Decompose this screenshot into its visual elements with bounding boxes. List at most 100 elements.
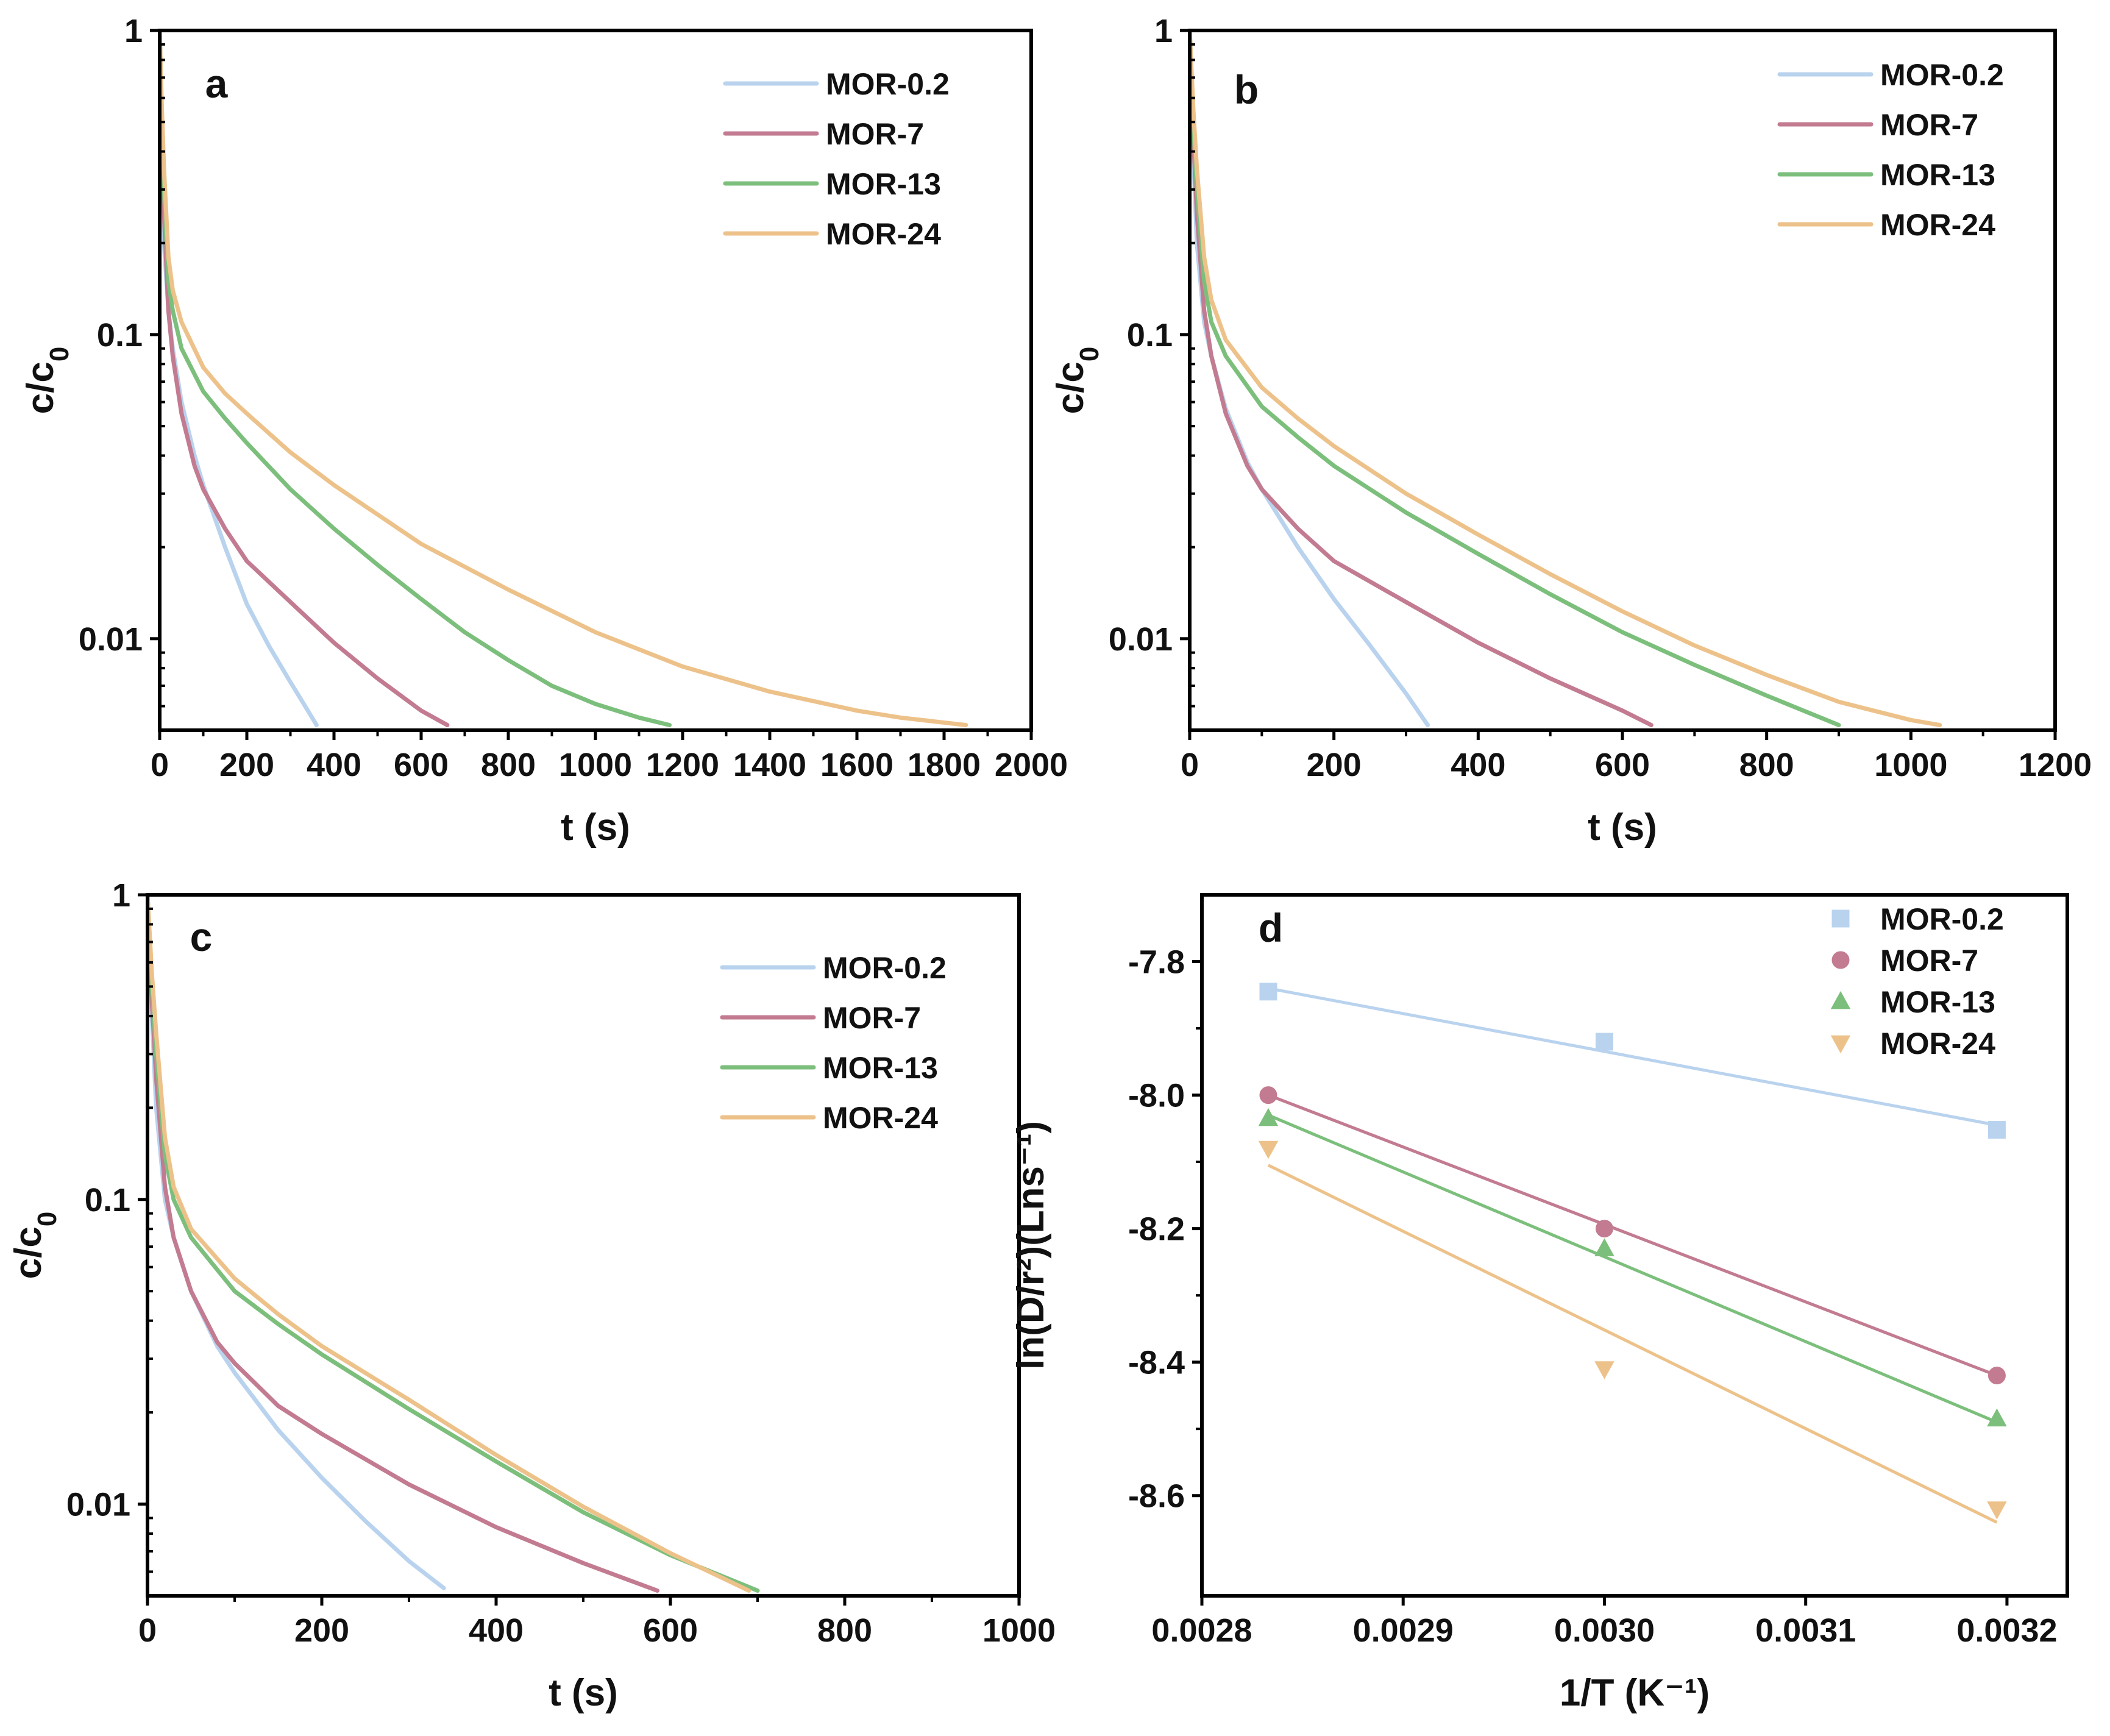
x-tick-label: 2000 <box>995 747 1068 783</box>
data-point-mor-0-2 <box>1259 983 1277 1001</box>
legend: MOR-0.2 MOR-7 MOR-13 MOR-24 <box>723 67 950 251</box>
series-line-mor-13 <box>160 30 672 727</box>
y-tick-label: -8.2 <box>1128 1211 1185 1248</box>
plot-area <box>1258 983 2007 1524</box>
legend-label: MOR-7 <box>823 1001 921 1035</box>
x-tick-label: 400 <box>307 747 361 783</box>
x-tick-label: 0 <box>138 1612 157 1649</box>
plot-area <box>1190 30 1942 727</box>
series-line-mor-0-2 <box>147 895 446 1590</box>
x-axis-title: t (s) <box>1588 806 1657 848</box>
x-axis-title: t (s) <box>549 1672 618 1714</box>
x-tick-label: 1600 <box>820 747 893 783</box>
legend-label: MOR-0.2 <box>1880 58 2004 92</box>
plot-area <box>147 895 760 1593</box>
y-tick-label: -8.0 <box>1128 1078 1185 1114</box>
y-tick-label: 0.1 <box>97 317 143 354</box>
x-tick-label: 0.0031 <box>1755 1612 1856 1649</box>
legend-marker-mor-7 <box>1831 951 1850 969</box>
y-tick-label: 0.01 <box>1109 621 1173 658</box>
legend-label: MOR-24 <box>826 217 941 251</box>
series-line-mor-0-2 <box>160 30 319 727</box>
series-line-mor-7 <box>147 895 659 1593</box>
y-tick-label: 0.1 <box>85 1182 130 1218</box>
x-tick-label: 0.0028 <box>1151 1612 1252 1649</box>
legend-marker-mor-0-2 <box>1831 909 1850 928</box>
y-tick-label: 1 <box>1154 13 1173 49</box>
fit-line-mor-24 <box>1267 1164 1998 1524</box>
legend-label: MOR-7 <box>826 117 924 151</box>
series-line-mor-13 <box>147 895 760 1593</box>
x-tick-label: 800 <box>817 1612 872 1649</box>
y-tick-label: 0.01 <box>79 621 143 658</box>
legend-label: MOR-0.2 <box>823 951 947 985</box>
data-point-mor-13 <box>1987 1408 2007 1427</box>
legend: MOR-0.2 MOR-7 MOR-13 MOR-24 <box>720 951 947 1135</box>
x-tick-label: 1200 <box>646 747 719 783</box>
y-tick-label: -8.6 <box>1128 1478 1185 1515</box>
legend-label: MOR-13 <box>1880 985 1995 1019</box>
legend-label: MOR-13 <box>823 1051 938 1085</box>
x-tick-label: 200 <box>294 1612 349 1649</box>
series-line-mor-13 <box>1190 30 1841 727</box>
legend-label: MOR-13 <box>1880 158 1995 192</box>
panel-label: d <box>1259 905 1283 950</box>
data-point-mor-7 <box>1595 1220 1613 1238</box>
legend-label: MOR-7 <box>1880 108 1978 142</box>
y-tick-label: 1 <box>112 877 130 914</box>
data-point-mor-13 <box>1594 1238 1614 1256</box>
x-tick-label: 800 <box>1739 747 1794 783</box>
fit-line-mor-13 <box>1268 1114 1998 1424</box>
panel-a: 0 200 400 600 800 1000 1200 1400 1600 1800 2000 1 0.… <box>20 13 1068 848</box>
data-point-mor-24 <box>1987 1501 2007 1520</box>
x-tick-label: 0 <box>151 747 169 783</box>
legend: MOR-0.2 MOR-7 MOR-13 MOR-24 <box>1777 58 2004 242</box>
legend-label: MOR-13 <box>826 167 941 201</box>
y-axis-title: c/c0 <box>20 347 74 414</box>
legend-marker-mor-24 <box>1830 1035 1851 1054</box>
data-point-mor-24 <box>1258 1140 1279 1159</box>
x-tick-label: 1000 <box>559 747 632 783</box>
legend-label: MOR-0.2 <box>1880 902 2004 936</box>
series-line-mor-0-2 <box>1190 30 1430 727</box>
x-tick-label: 1400 <box>733 747 806 783</box>
x-tick-label: 1200 <box>2019 747 2092 783</box>
x-tick-label: 400 <box>469 1612 524 1649</box>
data-point-mor-7 <box>1259 1086 1277 1105</box>
y-tick-label: 0.01 <box>66 1487 130 1523</box>
x-tick-label: 1000 <box>982 1612 1056 1649</box>
x-tick-label: 1800 <box>908 747 981 783</box>
y-axis-title: c/c0 <box>1050 347 1104 414</box>
x-tick-label: 800 <box>481 747 536 783</box>
series-line-mor-7 <box>1190 30 1654 727</box>
legend-label: MOR-7 <box>1880 944 1978 978</box>
legend-label: MOR-24 <box>1880 1026 1995 1061</box>
x-tick-label: 600 <box>394 747 449 783</box>
plot-frame <box>146 893 1021 1598</box>
x-tick-label: 0 <box>1181 747 1199 783</box>
x-tick-label: 600 <box>1595 747 1650 783</box>
plot-area <box>160 30 968 727</box>
x-tick-label: 0.0029 <box>1353 1612 1454 1649</box>
series-line-mor-24 <box>147 895 751 1593</box>
panel-label: b <box>1234 67 1259 112</box>
data-point-mor-0-2 <box>1595 1033 1613 1051</box>
data-point-mor-7 <box>1987 1367 2006 1385</box>
x-tick-label: 1000 <box>1874 747 1947 783</box>
legend: MOR-0.2 MOR-7 MOR-13 MOR-24 <box>1830 902 2004 1061</box>
y-tick-label: -8.4 <box>1128 1345 1185 1381</box>
fit-line-mor-7 <box>1268 1094 1998 1377</box>
x-tick-label: 0.0032 <box>1956 1612 2057 1649</box>
plot-frame <box>1200 893 2069 1598</box>
series-line-mor-7 <box>160 30 450 727</box>
x-tick-label: 0.0030 <box>1554 1612 1655 1649</box>
y-tick-label: -7.8 <box>1128 944 1185 981</box>
panel-label: c <box>190 914 213 959</box>
x-tick-label: 600 <box>643 1612 698 1649</box>
series-line-mor-24 <box>1190 30 1942 727</box>
fit-line-mor-0-2 <box>1268 986 1997 1127</box>
panel-c: 0 200 400 600 800 1000 1 0.1 0.01 t (s) c/c0 c MOR-0… <box>7 877 1056 1714</box>
panel-label: a <box>205 61 229 106</box>
x-tick-label: 200 <box>219 747 274 783</box>
